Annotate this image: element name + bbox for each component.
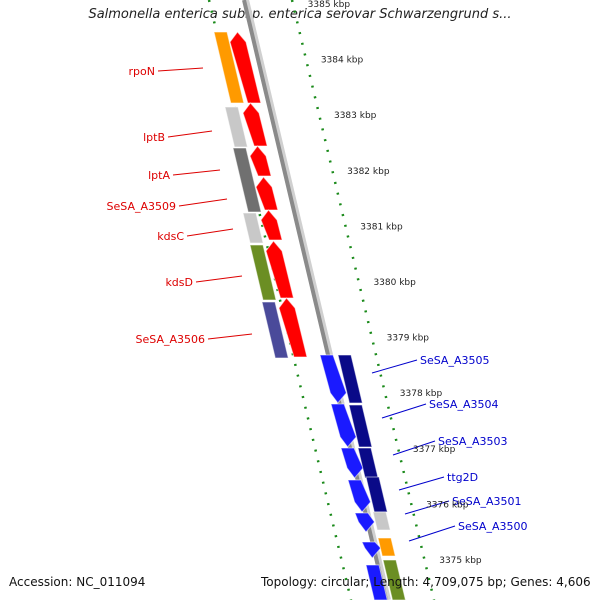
leader-line-SeSA_A3509 [178, 198, 228, 207]
SeSA_A3500-arrow [361, 541, 382, 559]
scale-tick-label: 3378 kbp [400, 389, 443, 399]
leader-line-SeSA_A3503 [392, 440, 436, 456]
accession-label: Accession: NC_011094 [9, 575, 146, 589]
SeSA_A3501-color-block [372, 511, 391, 531]
SeSA_A3505-arrow [319, 354, 347, 404]
SeSA_A3506-arrow [278, 297, 308, 358]
leader-line-SeSA_A3505 [371, 359, 418, 374]
kdsC-color-block [242, 212, 264, 244]
SeSA_A3500-color-block [377, 537, 396, 557]
SeSA_A3505-color-block [337, 354, 363, 404]
SeSA_A3504-color-block [348, 404, 373, 448]
SeSA_A3509-arrow [255, 176, 279, 211]
leader-line-kdsD [195, 275, 243, 283]
lower-forward-arrow [365, 564, 388, 600]
ttg2D-arrow [347, 479, 372, 513]
scale-tick-label: 3379 kbp [387, 334, 430, 344]
SeSA_A3504-arrow [330, 403, 357, 448]
leader-line-rpoN [157, 67, 204, 72]
dotted-guide-lines [207, 0, 436, 600]
scale-tick-label: 3377 kbp [413, 445, 456, 455]
topology-label: Topology: circular; Length: 4,709,075 bp… [261, 575, 591, 589]
lptA-arrow [249, 145, 272, 177]
gene-label-lptB: lptB [143, 131, 165, 144]
scale-ticks: 3385 kbp 3384 kbp 3383 kbp 3382 kbp 3381 kbp… [308, 0, 482, 566]
leader-line-kdsC [186, 228, 234, 237]
scale-tick-label: 3380 kbp [373, 278, 416, 288]
gene-label-SeSA_A3500: SeSA_A3500 [458, 520, 527, 533]
scale-tick-label: 3385 kbp [308, 0, 351, 10]
leader-line-SeSA_A3500 [408, 525, 456, 542]
kdsC-arrow [260, 209, 283, 241]
gene-label-SeSA_A3506: SeSA_A3506 [136, 333, 205, 346]
gene-labels: rpoN lptB lptA SeSA_A3509 kdsC kdsD SeSA_A3506… [107, 65, 527, 542]
SeSA_A3503-arrow [340, 447, 364, 479]
leader-line-SeSA_A3501 [404, 500, 450, 515]
gene-label-SeSA_A3501: SeSA_A3501 [452, 495, 521, 508]
scale-tick-label: 3376 kbp [426, 500, 469, 510]
kdsD-color-block [249, 244, 277, 301]
leader-line-lptA [172, 169, 221, 176]
scale-tick-label: 3381 kbp [360, 222, 403, 232]
gene-label-ttg2D: ttg2D [447, 471, 478, 484]
lptA-color-block [232, 147, 262, 213]
leader-line-ttg2D [398, 476, 445, 491]
rpoN-arrow [229, 31, 262, 104]
ttg2D-color-block [365, 476, 388, 513]
leader-line-SeSA_A3504 [381, 403, 427, 419]
dotted-guide-line-1 [290, 0, 436, 600]
rpoN-color-block [213, 31, 245, 104]
scale-tick-label: 3375 kbp [439, 556, 482, 566]
feature-blocks [213, 31, 406, 600]
gene-label-SeSA_A3504: SeSA_A3504 [429, 398, 498, 411]
leader-line-SeSA_A3506 [207, 333, 253, 340]
SeSA_A3501-arrow [354, 512, 376, 533]
scale-tick-label: 3382 kbp [347, 167, 390, 177]
lower-color-block [382, 559, 406, 600]
SeSA_A3506-color-block [261, 301, 289, 359]
scale-tick-label: 3384 kbp [321, 56, 364, 66]
gene-label-SeSA_A3509: SeSA_A3509 [107, 200, 176, 213]
gene-label-SeSA_A3503: SeSA_A3503 [438, 435, 507, 448]
lptB-arrow [242, 102, 268, 147]
lptB-color-block [224, 106, 249, 148]
gene-label-SeSA_A3505: SeSA_A3505 [420, 354, 489, 367]
gene-label-lptA: lptA [148, 169, 170, 182]
gene-label-kdsC: kdsC [157, 230, 184, 243]
dotted-guide-line-0 [207, 0, 353, 600]
scale-tick-label: 3383 kbp [334, 111, 377, 121]
gene-label-kdsD: kdsD [165, 276, 193, 289]
leader-line-lptB [167, 130, 213, 138]
map-title: Salmonella enterica subsp. enterica sero… [88, 7, 512, 22]
gene-label-rpoN: rpoN [129, 65, 155, 78]
